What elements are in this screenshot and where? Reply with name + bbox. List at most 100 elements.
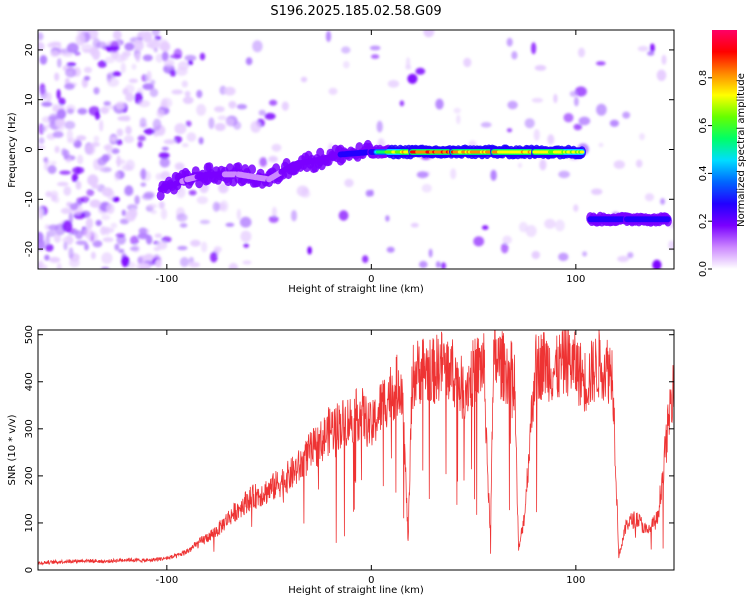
noise-blob [245,57,253,66]
noise-blob [85,143,96,156]
noise-blob [135,52,141,63]
colorbar-tick-label: 0.4 [698,165,709,181]
noise-blob [38,207,44,220]
noise-blob [92,240,103,248]
colorbar-tick-label: 0.0 [698,261,709,277]
noise-blob [553,93,558,104]
noise-blob [173,135,183,144]
noise-blob [421,183,432,193]
noise-blob [49,115,60,120]
figure-title: S196.2025.185.02.58.G09 [270,4,441,19]
noise-blob [161,98,168,108]
noise-blob [507,100,518,110]
noise-blob [259,157,268,167]
noise-blob [174,162,185,171]
noise-blob [325,30,332,43]
noise-blob [213,246,222,253]
noise-blob [188,261,201,268]
snr-ylabel: SNR (10 * v/v) [7,414,18,485]
noise-blob [137,141,143,148]
noise-blob [115,233,126,238]
noise-blob [668,240,674,250]
noise-blob [217,115,227,121]
noise-blob [181,80,188,88]
y-tick-label: 10 [24,93,35,106]
noise-blob [146,70,152,82]
colorbar-tick-label: 0.6 [698,118,709,134]
noise-blob [163,139,176,145]
ridge-core [579,150,585,154]
noise-blob [435,98,444,110]
noise-blob [369,189,374,197]
noise-blob [76,135,87,141]
noise-blob [87,174,99,186]
noise-blob [533,129,540,141]
noise-blob [453,107,461,114]
noise-blob [525,225,537,237]
noise-blob [252,40,263,53]
noise-blob [38,123,45,135]
noise-blob [54,72,60,82]
noise-blob [161,51,169,62]
noise-blob [137,232,149,240]
y-tick-label: 300 [24,419,35,438]
noise-blob [343,60,350,69]
noise-blob [591,188,603,195]
noise-blob [184,54,197,62]
noise-blob [490,169,497,181]
noise-blob [236,104,247,110]
noise-blob [66,234,73,246]
noise-blob [131,63,137,70]
noise-blob [72,166,85,174]
noise-blob [385,215,390,222]
noise-blob [176,67,188,76]
x-tick-label: 0 [368,575,374,586]
x-tick-label: -100 [155,575,178,586]
noise-blob [69,203,79,211]
noise-blob [598,142,604,148]
noise-blob [344,178,354,188]
noise-blob [419,260,428,269]
noise-blob [613,160,625,169]
noise-blob [240,230,252,243]
noise-blob [50,161,57,166]
noise-blob [101,252,113,265]
noise-blob [596,103,607,116]
noise-blob [143,128,155,135]
noise-blob [539,159,547,171]
noise-blob [137,256,143,264]
noise-blob [52,103,59,113]
noise-blob [105,143,114,153]
noise-blob [531,42,537,55]
noise-blob [264,112,276,120]
noise-blob [74,51,81,56]
noise-blob [161,146,169,151]
y-tick-label: 20 [24,44,35,57]
noise-blob [198,137,204,145]
noise-blob [239,216,252,228]
x-tick-label: -100 [155,274,178,285]
noise-blob [473,236,485,247]
noise-blob [75,180,82,190]
noise-blob [77,154,84,165]
noise-blob [101,214,111,221]
colorbar-ticks: 0.0 0.2 0.4 0.6 0.8 [698,70,712,277]
noise-blob [196,104,207,116]
spectrogram-heatmap [38,30,674,269]
noise-blob [152,118,162,131]
noise-blob [622,111,631,119]
noise-blob [171,89,183,95]
noise-blob [243,243,250,248]
noise-blob [93,135,100,142]
noise-blob [66,62,77,67]
noise-blob [124,42,135,51]
noise-blob [106,203,115,214]
noise-blob [129,246,139,251]
noise-blob [190,239,201,247]
noise-blob [179,223,188,228]
noise-blob [174,123,187,135]
noise-blob [196,196,208,205]
noise-blob [68,247,74,259]
noise-blob [38,32,44,41]
